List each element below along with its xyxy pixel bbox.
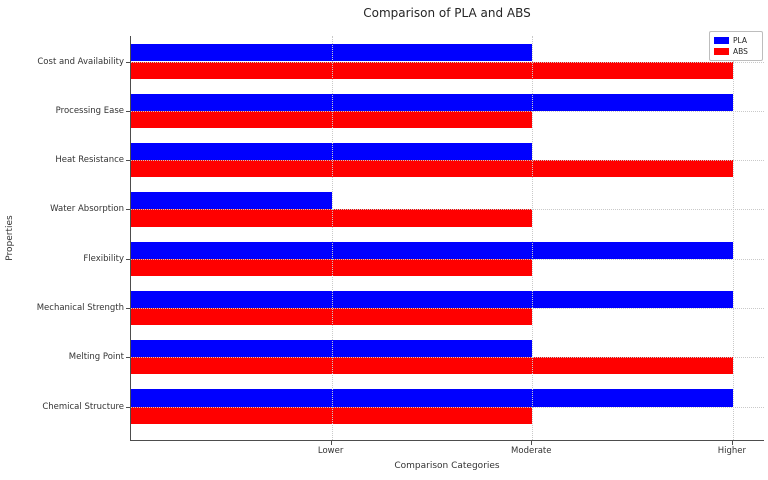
x-tick-lower: [330, 441, 332, 445]
horizontal-gridline-mechanical-strength: [131, 308, 764, 309]
pla-color-swatch: [714, 37, 729, 44]
legend: PLA ABS: [709, 31, 763, 61]
horizontal-gridline-water-absorption: [131, 209, 764, 211]
category-label-mechanical-strength: Mechanical Strength: [36, 303, 124, 313]
bar-abs-melting-point: [131, 357, 733, 375]
x-axis-label: Comparison Categories: [394, 461, 500, 471]
vertical-gridline-lower: [331, 36, 333, 440]
category-label-water-absorption: Water Absorption: [50, 204, 124, 215]
y-tick-flexibility: [126, 258, 130, 260]
legend-item-abs: ABS: [714, 46, 758, 57]
category-label-heat-resistance: Heat Resistance: [55, 155, 124, 166]
y-tick-heat-resistance: [126, 160, 130, 162]
legend-label-abs: ABS: [733, 46, 748, 56]
x-tick-moderate: [531, 441, 533, 445]
horizontal-gridline-melting-point: [131, 357, 764, 359]
plot-area: [130, 36, 764, 441]
category-label-chemical-structure: Chemical Structure: [42, 401, 124, 412]
y-tick-melting-point: [126, 357, 130, 359]
horizontal-gridline-processing-ease: [131, 110, 764, 112]
bar-pla-chemical-structure: [131, 389, 733, 407]
horizontal-gridline-heat-resistance: [131, 160, 764, 162]
bar-pla-mechanical-strength: [131, 290, 733, 308]
category-label-processing-ease: Processing Ease: [55, 105, 124, 116]
abs-color-swatch: [714, 48, 729, 55]
x-tick-label-higher: Higher: [717, 446, 747, 456]
horizontal-gridline-flexibility: [131, 258, 764, 260]
chart-title: Comparison of PLA and ABS: [363, 6, 531, 20]
horizontal-gridline-chemical-structure: [131, 406, 764, 408]
category-label-cost-and-availability: Cost and Availability: [37, 56, 124, 67]
category-label-melting-point: Melting Point: [68, 352, 124, 363]
y-tick-cost-and-availability: [126, 61, 130, 63]
y-tick-mechanical-strength: [126, 308, 130, 309]
bar-abs-cost-and-availability: [131, 61, 733, 79]
bar-pla-processing-ease: [131, 93, 733, 111]
vertical-gridline-higher: [732, 36, 734, 440]
legend-label-pla: PLA: [733, 35, 748, 45]
x-tick-higher: [731, 441, 733, 445]
category-label-flexibility: Flexibility: [83, 253, 124, 264]
y-tick-processing-ease: [126, 110, 130, 112]
y-tick-chemical-structure: [126, 406, 130, 408]
bar-abs-heat-resistance: [131, 160, 733, 178]
x-tick-label-moderate: Moderate: [511, 446, 552, 456]
bar-pla-flexibility: [131, 241, 733, 259]
y-tick-water-absorption: [126, 209, 130, 211]
legend-item-pla: PLA: [714, 35, 758, 46]
bar-pla-water-absorption: [131, 192, 332, 210]
vertical-gridline-moderate: [532, 36, 534, 440]
horizontal-gridline-cost-and-availability: [131, 61, 764, 63]
x-tick-label-lower: Lower: [317, 446, 344, 456]
